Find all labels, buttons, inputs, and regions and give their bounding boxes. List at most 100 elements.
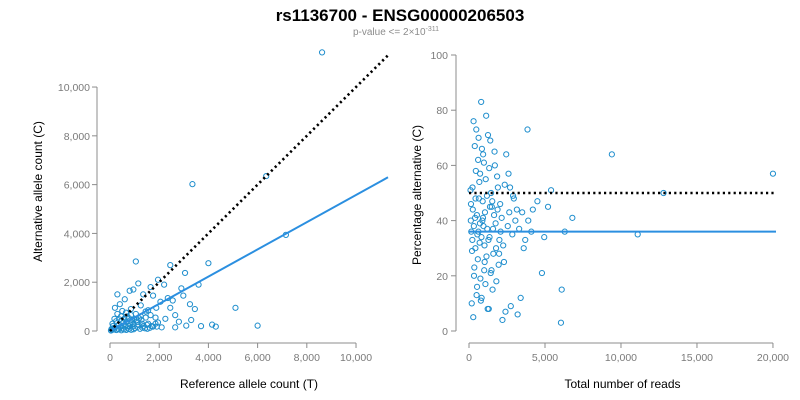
left-data-point	[114, 291, 121, 298]
right-data-point	[525, 217, 532, 224]
left-data-point	[167, 262, 174, 269]
left-data-point	[318, 49, 326, 56]
right-data-point	[467, 217, 474, 224]
left-data-point	[116, 301, 123, 308]
right-data-point	[470, 272, 478, 279]
right-data-point	[478, 145, 486, 152]
right-data-point	[474, 256, 481, 263]
right-data-point	[494, 184, 501, 191]
left-data-point	[140, 291, 147, 298]
left-data-point	[142, 308, 149, 315]
right-data-point	[506, 209, 513, 216]
left-y-axis-label: Alternative allele count (C)	[31, 121, 45, 262]
left-data-point	[158, 324, 165, 331]
left-data-point	[169, 297, 176, 304]
right-x-tick-label: 20,000	[757, 352, 789, 364]
right-data-point	[470, 314, 477, 321]
left-data-point	[130, 326, 137, 333]
left-x-tick-label: 2,000	[146, 352, 172, 364]
right-data-point	[502, 308, 509, 315]
right-data-point	[504, 223, 511, 230]
left-y-tick-label: 8,000	[64, 131, 90, 143]
right-data-point	[608, 151, 615, 158]
right-data-point	[529, 206, 536, 213]
right-data-point	[487, 269, 494, 277]
right-data-point	[490, 250, 497, 257]
right-data-point	[481, 267, 488, 274]
right-data-point	[481, 209, 489, 216]
left-y-tick-label: 4,000	[64, 228, 90, 240]
right-data-point	[514, 311, 521, 318]
right-data-point	[520, 245, 527, 252]
left-data-point	[154, 319, 162, 326]
left-x-tick-label: 0	[107, 352, 113, 364]
right-data-point	[476, 170, 484, 177]
right-data-point	[483, 253, 490, 260]
right-data-point	[495, 261, 502, 268]
right-data-point	[470, 118, 477, 125]
right-data-point	[482, 280, 489, 288]
right-data-point	[468, 300, 475, 307]
left-data-point	[132, 258, 139, 265]
right-data-point	[483, 112, 490, 119]
right-data-point	[477, 297, 484, 304]
right-data-point	[497, 200, 504, 208]
right-data-point	[544, 203, 552, 210]
left-data-point	[183, 322, 190, 329]
left-scatter-panel: 0 2,000 4,000 6,000 8,000 10,000 0 2,000 4,000 6,…	[31, 49, 389, 391]
right-data-point	[472, 195, 479, 202]
right-data-point	[481, 258, 488, 266]
right-data-point	[476, 178, 483, 186]
right-data-point	[478, 294, 485, 301]
right-x-tick-label: 15,000	[681, 352, 713, 364]
right-data-point	[524, 126, 531, 133]
right-data-point	[475, 156, 482, 163]
right-data-point	[473, 283, 481, 290]
right-y-tick-label: 40	[436, 216, 448, 228]
right-data-point	[498, 214, 505, 221]
left-data-point	[152, 314, 159, 321]
right-data-point	[468, 247, 476, 255]
left-y-tick-label: 10,000	[58, 82, 90, 94]
right-data-point	[479, 214, 487, 221]
right-data-point	[487, 137, 494, 144]
left-y-tick-label: 2,000	[64, 277, 90, 289]
right-data-point	[492, 245, 500, 252]
right-y-tick-label: 60	[436, 160, 448, 172]
right-data-point	[469, 206, 476, 213]
left-data-point	[128, 326, 135, 333]
right-data-point	[469, 184, 476, 191]
right-data-point	[503, 151, 510, 158]
right-data-point	[495, 250, 503, 257]
right-data-point	[491, 148, 498, 155]
left-data-point	[254, 322, 261, 329]
right-data-point	[517, 294, 524, 301]
left-x-tick-label: 6,000	[244, 352, 270, 364]
left-data-point	[189, 181, 196, 188]
right-data-point	[510, 195, 517, 202]
right-data-point	[541, 234, 548, 241]
left-data-point	[181, 269, 189, 277]
right-scatter-panel: 0 5,000 10,000 15,000 20,000 0 20 40 60 80 100 Tota…	[410, 50, 789, 391]
right-data-point	[473, 292, 480, 299]
right-x-axis-label: Total number of reads	[564, 377, 680, 391]
right-data-point	[500, 242, 507, 249]
right-data-point	[538, 269, 546, 277]
right-data-point	[484, 305, 491, 313]
right-data-point	[487, 189, 495, 197]
right-data-point	[472, 167, 479, 175]
right-data-point	[505, 170, 512, 177]
right-y-tick-label: 0	[442, 326, 448, 338]
right-data-point	[512, 217, 519, 224]
right-y-tick-label: 100	[430, 50, 448, 62]
left-data-point	[172, 324, 179, 331]
right-y-axis-label: Percentage alternative (C)	[410, 125, 424, 265]
left-y-tick-label: 6,000	[64, 180, 90, 192]
left-data-point	[175, 318, 182, 325]
subtitle-prefix: p-value <= 2×10	[353, 27, 426, 38]
right-data-point	[557, 319, 565, 326]
right-data-point	[482, 176, 489, 183]
right-x-tick-label: 5,000	[532, 352, 558, 364]
right-data-point	[480, 151, 487, 158]
left-x-tick-label: 8,000	[294, 352, 320, 364]
